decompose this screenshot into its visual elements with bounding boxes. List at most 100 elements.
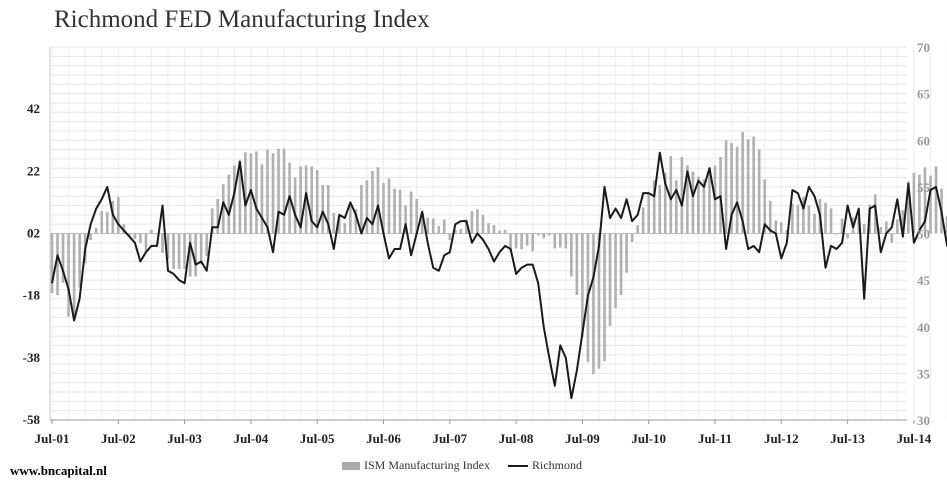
ism-bar [912, 172, 916, 234]
right-tick-label: 30 [917, 413, 930, 428]
ism-bar [492, 225, 496, 234]
ism-bar [813, 213, 816, 234]
ism-bar [625, 233, 628, 273]
richmond-line [51, 151, 947, 400]
ism-bar [890, 233, 894, 243]
ism-bar [559, 233, 562, 248]
ism-bar [652, 180, 656, 234]
ism-bar [465, 219, 468, 234]
ism-bar [78, 233, 81, 288]
ism-bar [393, 188, 396, 234]
ism-bar [724, 140, 728, 234]
ism-bar [448, 233, 452, 241]
ism-bar [266, 149, 269, 234]
ism-bar [360, 185, 363, 234]
ism-bar [796, 204, 800, 234]
ism-bar [901, 210, 905, 234]
ism-bar [343, 223, 347, 234]
legend-line-swatch [507, 464, 528, 467]
ism-bar [730, 143, 733, 234]
ism-bar [315, 170, 319, 234]
ism-bar [663, 172, 667, 234]
ism-bar [277, 148, 280, 234]
ism-bar [100, 211, 104, 234]
ism-bar [614, 233, 617, 309]
ism-bar [509, 233, 512, 252]
ism-bar [133, 233, 137, 240]
ism-bar [525, 233, 529, 246]
ism-bar [791, 203, 794, 234]
ism-bar [244, 152, 247, 234]
ism-bar [150, 229, 153, 234]
ism-bar [487, 223, 490, 234]
ism-bar [282, 148, 286, 234]
ism-bar [807, 205, 811, 234]
ism-bar [686, 165, 689, 234]
ism-bar [172, 233, 175, 269]
ism-bar [293, 177, 297, 234]
ism-bar [89, 233, 92, 241]
ism-bar [299, 166, 302, 234]
ism-bar [641, 207, 645, 234]
ism-bar [338, 215, 341, 234]
ism-bar [177, 233, 181, 269]
x-tick-label: Jul-05 [300, 431, 335, 446]
ism-bar [61, 233, 65, 283]
ism-bar [166, 233, 170, 260]
ism-bar [238, 159, 242, 234]
ism-bar [514, 233, 518, 249]
left-tick-label: 02 [27, 226, 40, 241]
left-tick-label: 42 [27, 101, 40, 116]
x-tick-label: Jul-10 [631, 431, 666, 446]
ism-bar [768, 200, 772, 234]
ism-bar [67, 233, 70, 317]
ism-bar [454, 229, 457, 234]
ism-bar [199, 233, 203, 265]
ism-bar [669, 156, 673, 234]
ism-bar [608, 233, 612, 326]
ism-bar [216, 198, 220, 234]
ism-bar [481, 214, 485, 234]
ism-bar [420, 212, 424, 234]
ism-bar [221, 184, 225, 234]
ism-bar [857, 217, 860, 234]
ism-bar [746, 139, 750, 234]
ism-bar [636, 225, 639, 234]
ism-bar [934, 166, 938, 234]
x-tick-label: Jul-07 [432, 431, 467, 446]
right-tick-label: 40 [917, 320, 930, 335]
legend-bar-swatch [342, 461, 360, 470]
ism-bar [139, 233, 142, 243]
x-axis-ticks: Jul-01 Jul-02 Jul-03 Jul-04 Jul-05 Jul-06 Jul-… [35, 420, 932, 446]
ism-bar [647, 192, 650, 234]
ism-bar [780, 222, 783, 234]
ism-bar [879, 226, 883, 234]
ism-bar [459, 228, 463, 234]
ism-bar [255, 151, 258, 234]
ism-bar [122, 224, 126, 234]
ism-bar [470, 211, 474, 234]
ism-bar [536, 233, 540, 236]
ism-bar [205, 233, 208, 256]
ism-bar [735, 146, 739, 234]
right-tick-label: 70 [917, 40, 930, 55]
x-tick-label: Jul-04 [234, 431, 269, 446]
ism-bar [603, 233, 606, 362]
legend-ism-label: ISM Manufacturing Index [364, 458, 490, 472]
left-tick-label: -18 [23, 288, 41, 303]
right-axis-ticks: 70 65 60 55 50 45 40 35 30 [917, 40, 931, 428]
ism-bar [896, 219, 899, 234]
x-tick-label: Jul-06 [366, 431, 401, 446]
x-tick-label: Jul-08 [499, 431, 534, 446]
ism-bar [105, 212, 109, 234]
ism-bar [520, 233, 523, 250]
chart-title: Richmond FED Manufacturing Index [54, 6, 430, 33]
ism-bar [929, 175, 932, 234]
ism-bar [763, 179, 767, 234]
ism-bar [326, 185, 330, 234]
ism-bar [752, 136, 755, 234]
ism-bar [183, 233, 186, 269]
ism-bar [785, 229, 789, 234]
ism-bar [945, 215, 947, 234]
